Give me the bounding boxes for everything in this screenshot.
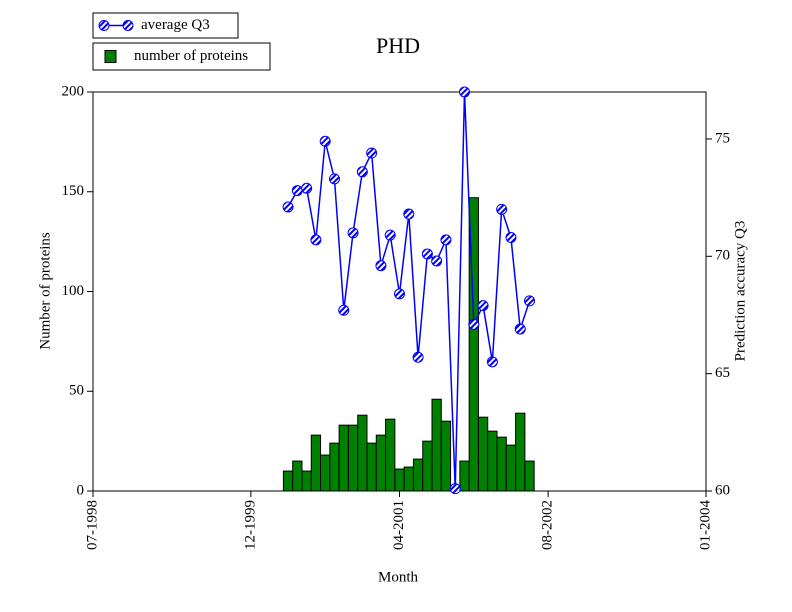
bar: [310, 434, 322, 492]
marker: [459, 86, 471, 98]
y2-tick-label: 65: [715, 365, 730, 381]
bar: [329, 442, 340, 492]
bar: [422, 440, 433, 492]
marker: [384, 229, 396, 241]
marker: [366, 147, 378, 159]
y2-axis-label: Prediction accuracy Q3: [732, 221, 748, 362]
marker: [412, 351, 424, 363]
bar: [282, 470, 294, 492]
bar: [394, 468, 405, 492]
bar: [440, 420, 452, 492]
legend-box: [92, 42, 271, 71]
bar: [487, 430, 498, 492]
y2-tick-label: 75: [715, 130, 730, 146]
bar: [366, 442, 377, 492]
legend-label: average Q3: [141, 17, 210, 33]
legend-marker: [122, 20, 134, 31]
y-tick-label: 0: [77, 482, 85, 498]
bar: [320, 454, 331, 492]
bar: [357, 414, 368, 492]
bar: [459, 460, 470, 492]
y-tick-label: 150: [62, 183, 85, 199]
legend-swatch: [104, 50, 117, 63]
bar: [347, 424, 359, 492]
marker: [449, 483, 461, 495]
bar: [375, 434, 387, 492]
marker: [440, 234, 452, 246]
bar: [505, 444, 517, 492]
marker: [375, 260, 387, 272]
marker: [319, 135, 331, 147]
bar: [338, 424, 349, 492]
marker: [338, 304, 350, 316]
bar: [515, 412, 526, 492]
x-tick-label: 07-1998: [84, 500, 100, 550]
marker: [421, 248, 433, 260]
bar: [301, 470, 312, 492]
marker: [496, 203, 508, 215]
marker: [505, 232, 517, 244]
y-tick-label: 200: [62, 83, 85, 99]
y-tick-label: 100: [62, 283, 85, 299]
bar: [403, 466, 414, 492]
marker: [394, 288, 405, 300]
marker: [403, 208, 415, 220]
y-tick-label: 50: [69, 383, 84, 399]
y-axis-label: Number of proteins: [37, 232, 53, 350]
marker: [282, 201, 294, 213]
marker: [486, 356, 498, 368]
x-tick-label: 04-2001: [391, 500, 407, 550]
marker: [291, 185, 303, 197]
marker: [431, 255, 443, 267]
marker: [514, 323, 526, 335]
marker: [468, 318, 480, 330]
x-tick-label: 08-2002: [540, 500, 556, 550]
marker: [301, 182, 313, 194]
marker: [524, 295, 536, 307]
marker: [347, 227, 359, 239]
bar: [385, 418, 396, 492]
legend-label: number of proteins: [134, 48, 248, 64]
bar: [412, 458, 424, 492]
marker: [328, 173, 340, 185]
legend-marker: [98, 20, 110, 31]
marker: [310, 234, 322, 246]
marker: [477, 300, 489, 312]
bar: [431, 398, 442, 492]
x-tick-label: 01-2004: [697, 500, 713, 550]
bar: [292, 460, 303, 492]
y2-tick-label: 70: [715, 248, 730, 264]
bar: [524, 460, 535, 492]
x-tick-label: 12-1999: [242, 500, 258, 550]
x-axis-label: Month: [378, 569, 419, 585]
bar: [496, 436, 507, 492]
chart-title: PHD: [376, 33, 420, 58]
marker: [356, 166, 368, 178]
y2-tick-label: 60: [715, 482, 730, 498]
bar: [477, 416, 489, 492]
